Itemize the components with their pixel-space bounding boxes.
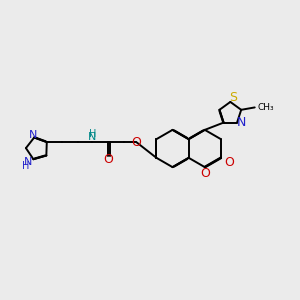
Text: N: N <box>88 132 97 142</box>
Text: S: S <box>229 91 237 104</box>
Text: O: O <box>103 153 113 166</box>
Text: N: N <box>237 116 246 129</box>
Text: N: N <box>28 130 37 140</box>
Text: N: N <box>24 157 32 166</box>
Text: H: H <box>89 129 96 139</box>
Text: O: O <box>224 156 234 169</box>
Text: H: H <box>22 161 29 171</box>
Text: O: O <box>200 167 210 180</box>
Text: CH₃: CH₃ <box>258 103 274 112</box>
Text: O: O <box>131 136 141 148</box>
